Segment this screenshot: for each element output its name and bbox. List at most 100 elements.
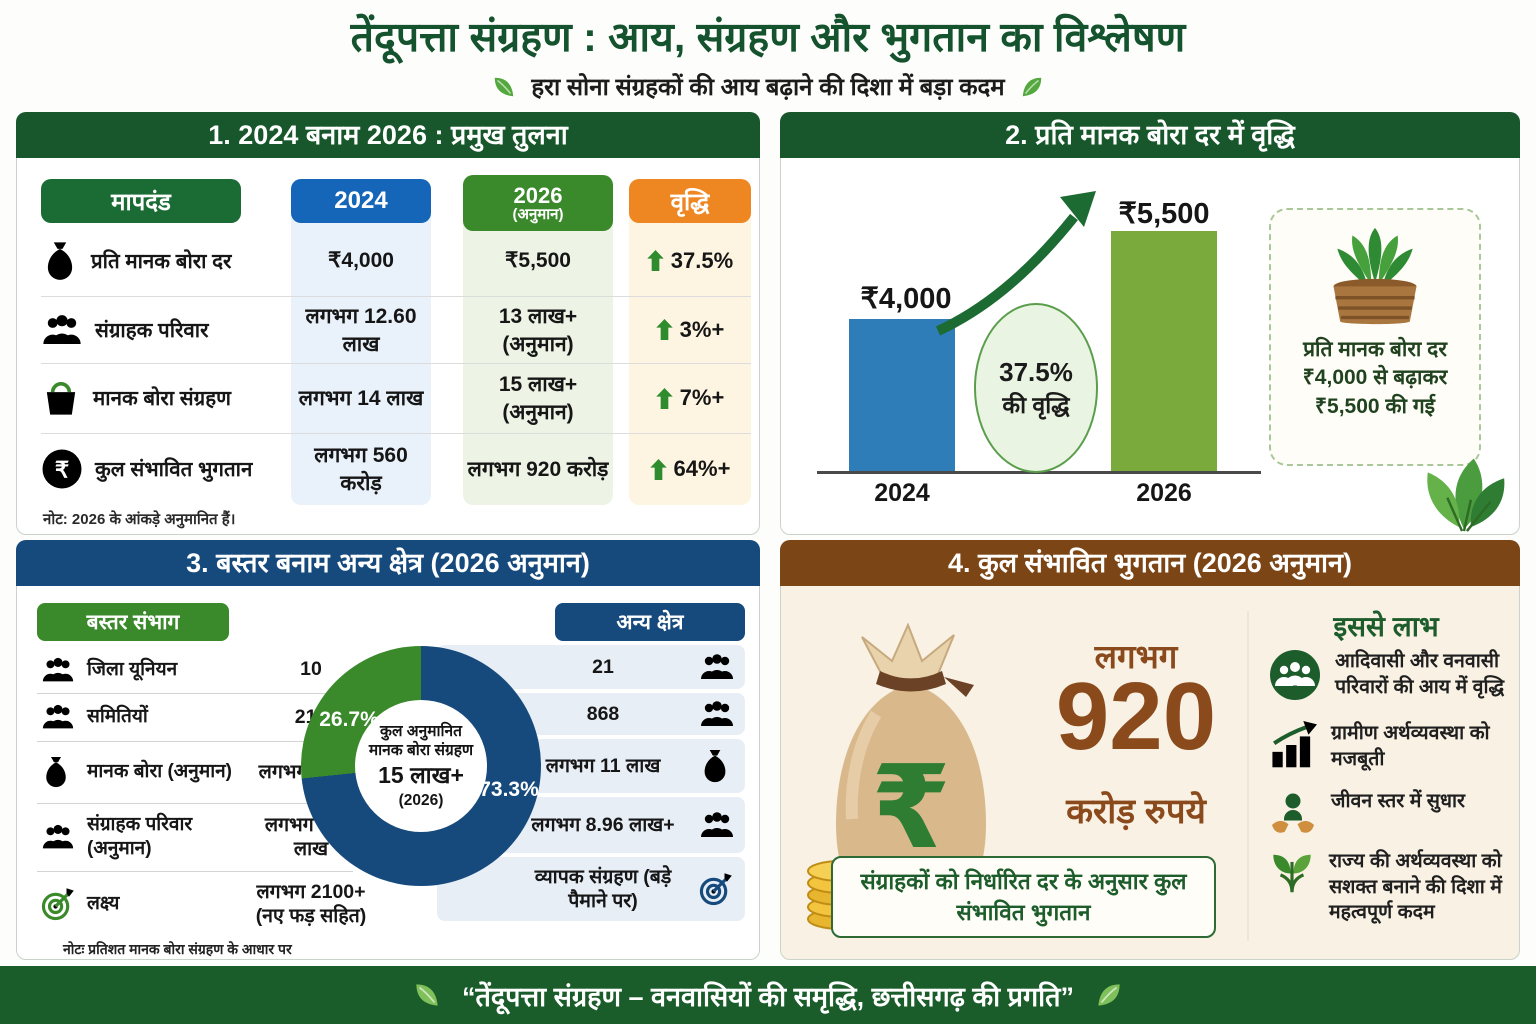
bar-value-2024: ₹4,000 [860,283,952,315]
footer-banner: “तेंदूपत्ता संग्रहण – वनवासियों की समृद्… [0,966,1536,1024]
column-growth-background [629,201,751,505]
growth-value: 37.5% [670,247,734,273]
leaf-icon [1019,74,1045,100]
value-2026: 15 लाख+ (अनुमान) [498,373,578,424]
growth-cell: 3%+ [629,296,751,363]
people-group-icon [41,313,83,347]
rupee-circle-icon [41,448,83,490]
value-2024: लगभग 14 लाख [298,387,424,410]
column-2026-background [463,201,613,505]
left-row-target: लक्ष्य लगभग 2100+ (नए फड़ सहित) [17,871,377,937]
growth-value: 64%+ [673,456,731,481]
leaf-icon [1269,849,1315,895]
basket-icon [41,377,81,419]
table-row-rate: प्रति मानक बोरा दर ₹4,000 ₹5,500 37.5% [17,225,761,296]
benefit-item-state-economy: राज्य की अर्थव्यवस्था को सशक्त बनाने की … [1269,849,1513,926]
row-value: लगभग 2100+ (नए फड़ सहित) [255,880,367,927]
money-sack-icon [41,741,71,803]
growth-cell: 7%+ [629,363,751,433]
section-divider [1247,611,1249,941]
row-value: लगभग 8.96 लाख+ [531,813,675,836]
up-arrow-icon [650,459,667,480]
growth-annotation-circle: 37.5% की वृद्धि [974,303,1098,473]
panel1-header: 1. 2024 बनाम 2026 : प्रमुख तुलना [16,112,760,158]
right-row-background [437,857,745,921]
column-header-growth: वृद्धि [629,179,751,223]
donut-center-line4: (2026) [398,791,444,809]
row-label: संग्राहक परिवार (अनुमान) [87,814,193,859]
value-2024: ₹4,000 [328,249,394,272]
value-2026: 13 लाख+ (अनुमान) [498,304,578,356]
row-value: लगभग 11 लाख [545,754,661,777]
benefit-text: राज्य की अर्थव्यवस्था को सशक्त बनाने की … [1329,850,1502,924]
right-row-standard-bags: लगभग 11 लाख [437,739,745,793]
row-divider [37,803,353,804]
panel-comparison-2024-vs-2026: 1. 2024 बनाम 2026 : प्रमुख तुलना मापदंड … [16,112,760,535]
row-value: व्यापक संग्रहण (बड़े पैमाने पर) [534,865,672,912]
growth-value: 3%+ [679,316,725,342]
leaf-icon [491,74,517,100]
left-row-district-union: जिला यूनियन 10 [17,646,377,693]
leaf-icon [412,980,442,1010]
column-header-2024: 2024 [291,179,431,223]
row-value: 868 [586,702,620,725]
row-label: प्रति मानक बोरा दर [91,249,232,273]
x-tick-2024: 2024 [874,479,930,507]
row-label: मानक बोरा (अनुमान) [87,761,232,783]
benefits-title: इससे लाभ [1333,611,1439,642]
row-divider [41,363,751,364]
leaves-decoration-icon [1427,458,1505,532]
row-label: जिला यूनियन [87,658,178,680]
column-2024-background [291,201,431,505]
growth-value: 7%+ [679,385,725,410]
amount-value: 920 [1055,663,1217,770]
donut-center-label: कुल अनुमानित मानक बोरा संग्रहण 15 लाख+ (… [355,700,487,832]
svg-text:₹: ₹ [871,741,951,875]
donut-green-percent: 26.7% [319,708,379,731]
amount-unit: करोड़ रुपये [1066,792,1206,831]
other-region-tag: अन्य क्षेत्र [555,603,745,641]
page-title: तेंदूपत्ता संग्रहण : आय, संग्रहण और भुगत… [350,14,1186,60]
panel-total-payment: 4. कुल संभावित भुगतान (2026 अनुमान) ₹ लग… [780,540,1520,960]
column-header-2026-sub: (अनुमान) [512,205,564,223]
row-value: 10 [300,658,322,681]
table-row-collection: मानक बोरा संग्रहण लगभग 14 लाख 15 लाख+ (अ… [17,363,761,433]
target-icon [699,857,733,921]
bar-2026 [1111,231,1217,471]
growth-cell: 64%+ [629,433,751,505]
panel-rate-increase: 2. प्रति मानक बोरा दर में वृद्धि ₹4,000 … [780,112,1520,535]
target-icon [41,871,75,937]
growth-percent: 37.5% [999,356,1073,387]
row-label: मानक बोरा संग्रहण [93,387,231,410]
value-2026: लगभग 920 करोड़ [467,458,609,481]
growth-label: की वृद्धि [1002,391,1070,418]
up-arrow-icon [656,388,673,409]
right-row-district-union: 21 [437,645,745,689]
column-header-param: मापदंड [41,179,241,223]
benefit-item-rural-economy: ग्रामीण अर्थव्यवस्था को मजबूती [1269,721,1513,772]
panel3-header: 3. बस्तर बनाम अन्य क्षेत्र (2026 अनुमान) [16,540,760,586]
up-arrow-icon [656,319,673,340]
column-header-2026-year: 2026 [513,182,563,208]
people-group-icon [699,645,735,689]
row-value: 21 [592,655,614,678]
care-hands-icon [1269,789,1317,837]
bar-2024 [849,319,955,471]
people-group-icon [41,803,75,871]
benefit-text: ग्रामीण अर्थव्यवस्था को मजबूती [1331,722,1490,770]
panel1-note: नोट: 2026 के आंकड़े अनुमानित हैं। [43,511,236,528]
row-divider [37,741,353,742]
donut-blue-percent: 73.3% [479,778,539,801]
leaf-icon [1094,980,1124,1010]
people-group-icon [41,693,75,741]
value-2024: लगभग 560 करोड़ [314,444,408,495]
growth-arrow-icon [935,191,1096,336]
benefit-item-income: आदिवासी और वनवासी परिवारों की आय में वृद… [1269,649,1513,701]
right-row-committees: 868 [437,693,745,735]
amount-prefix: लगभग [1094,638,1178,675]
panel4-header: 4. कुल संभावित भुगतान (2026 अनुमान) [780,540,1520,586]
x-tick-2026: 2026 [1136,479,1192,507]
benefit-text: आदिवासी और वनवासी परिवारों की आय में वृद… [1335,650,1505,698]
growth-cell: 37.5% [629,225,751,296]
